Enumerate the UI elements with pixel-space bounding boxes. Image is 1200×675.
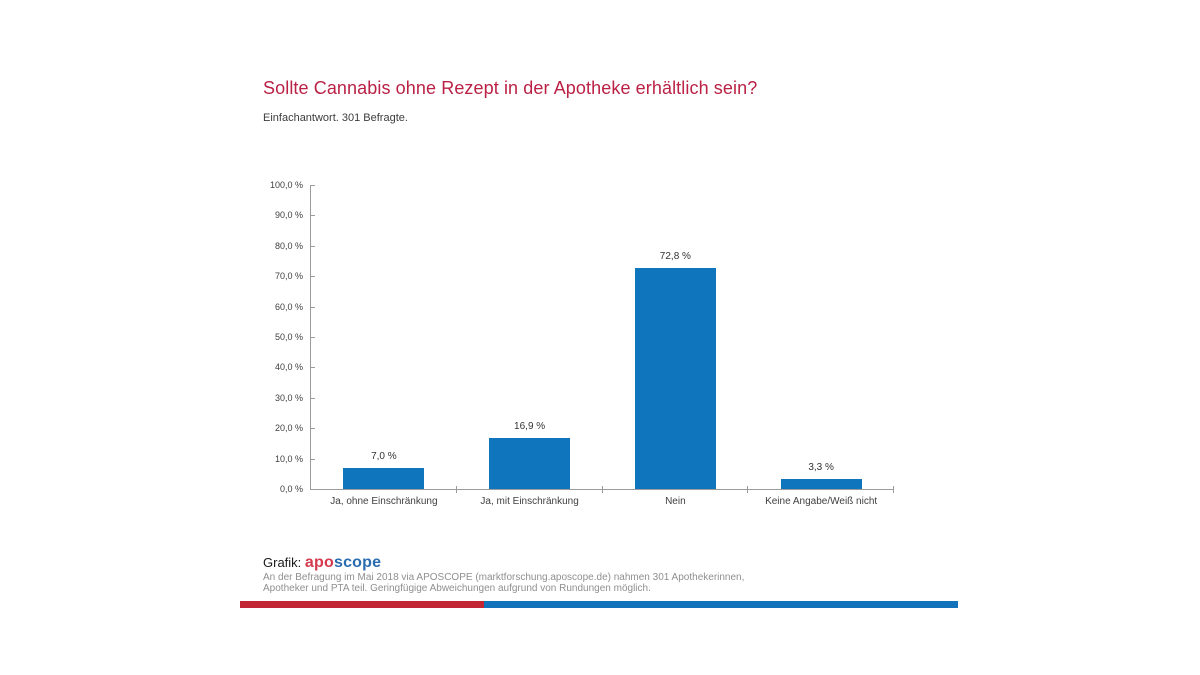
y-axis-tick-label: 0,0 % bbox=[279, 484, 303, 494]
y-axis-tick-label: 80,0 % bbox=[274, 240, 303, 251]
y-axis-tick-label: 40,0 % bbox=[274, 362, 303, 373]
y-axis-tick-label: 20,0 % bbox=[274, 423, 303, 434]
x-axis-tick bbox=[456, 486, 457, 493]
bar-4 bbox=[780, 478, 862, 489]
x-axis-tick bbox=[602, 486, 603, 493]
aposcope-logo: aposcope bbox=[305, 554, 381, 571]
x-axis-category-label: Keine Angabe/Weiß nicht bbox=[765, 496, 878, 507]
bar-1 bbox=[343, 467, 425, 489]
bar-value-label: 7,0 % bbox=[371, 450, 397, 462]
y-axis-tick-label: 60,0 % bbox=[274, 301, 303, 312]
y-axis-tick bbox=[311, 337, 315, 338]
credit-line: Grafik: aposcope bbox=[263, 554, 381, 572]
y-axis-tick bbox=[311, 276, 315, 277]
credit-label: Grafik: bbox=[263, 555, 302, 570]
y-axis-tick-label: 70,0 % bbox=[274, 271, 303, 282]
y-axis-tick-label: 10,0 % bbox=[274, 453, 303, 464]
x-axis-category-label: Ja, mit Einschränkung bbox=[480, 496, 579, 507]
x-axis-category-label: Ja, ohne Einschränkung bbox=[330, 496, 438, 507]
chart-title: Sollte Cannabis ohne Rezept in der Apoth… bbox=[263, 78, 758, 98]
x-axis-category-label: Nein bbox=[665, 496, 686, 507]
y-axis-tick bbox=[311, 246, 315, 247]
y-axis-tick-label: 50,0 % bbox=[274, 332, 303, 342]
bar-value-label: 3,3 % bbox=[808, 461, 834, 473]
y-axis-tick bbox=[311, 428, 315, 429]
y-axis-tick-label: 30,0 % bbox=[274, 392, 303, 403]
footnote: An der Befragung im Mai 2018 via APOSCOP… bbox=[263, 572, 745, 594]
bar-3 bbox=[634, 267, 716, 489]
logo-part-scope: scope bbox=[333, 554, 382, 571]
bar-chart-plot-area: 0,0 % 10,0 % 20,0 % 30,0 % 40,0 % 50,0 % 60,0 … bbox=[270, 180, 894, 507]
brand-stripe-blue-segment bbox=[484, 601, 958, 608]
brand-stripe-red-segment bbox=[240, 601, 484, 608]
y-axis-tick bbox=[311, 185, 315, 186]
bar-value-label: 16,9 % bbox=[514, 420, 546, 432]
y-axis-tick-label: 90,0 % bbox=[274, 210, 303, 221]
y-axis-tick bbox=[311, 398, 315, 399]
footnote-line-2: Apotheker und PTA teil. Geringfügige Abw… bbox=[263, 582, 651, 594]
brand-stripe bbox=[240, 601, 958, 608]
logo-part-apo: apo bbox=[304, 554, 334, 571]
y-axis-tick bbox=[311, 367, 315, 368]
bar-2 bbox=[489, 437, 571, 489]
footnote-line-1: An der Befragung im Mai 2018 via APOSCOP… bbox=[263, 572, 745, 583]
chart-subtitle: Einfachantwort. 301 Befragte. bbox=[263, 112, 408, 124]
y-axis-tick-label: 100,0 % bbox=[269, 180, 303, 190]
x-axis-tick bbox=[893, 486, 894, 493]
y-axis-tick bbox=[311, 459, 315, 460]
x-axis-tick bbox=[747, 486, 748, 493]
y-axis-tick bbox=[311, 215, 315, 216]
y-axis-tick bbox=[311, 307, 315, 308]
bar-value-label: 72,8 % bbox=[659, 250, 691, 262]
